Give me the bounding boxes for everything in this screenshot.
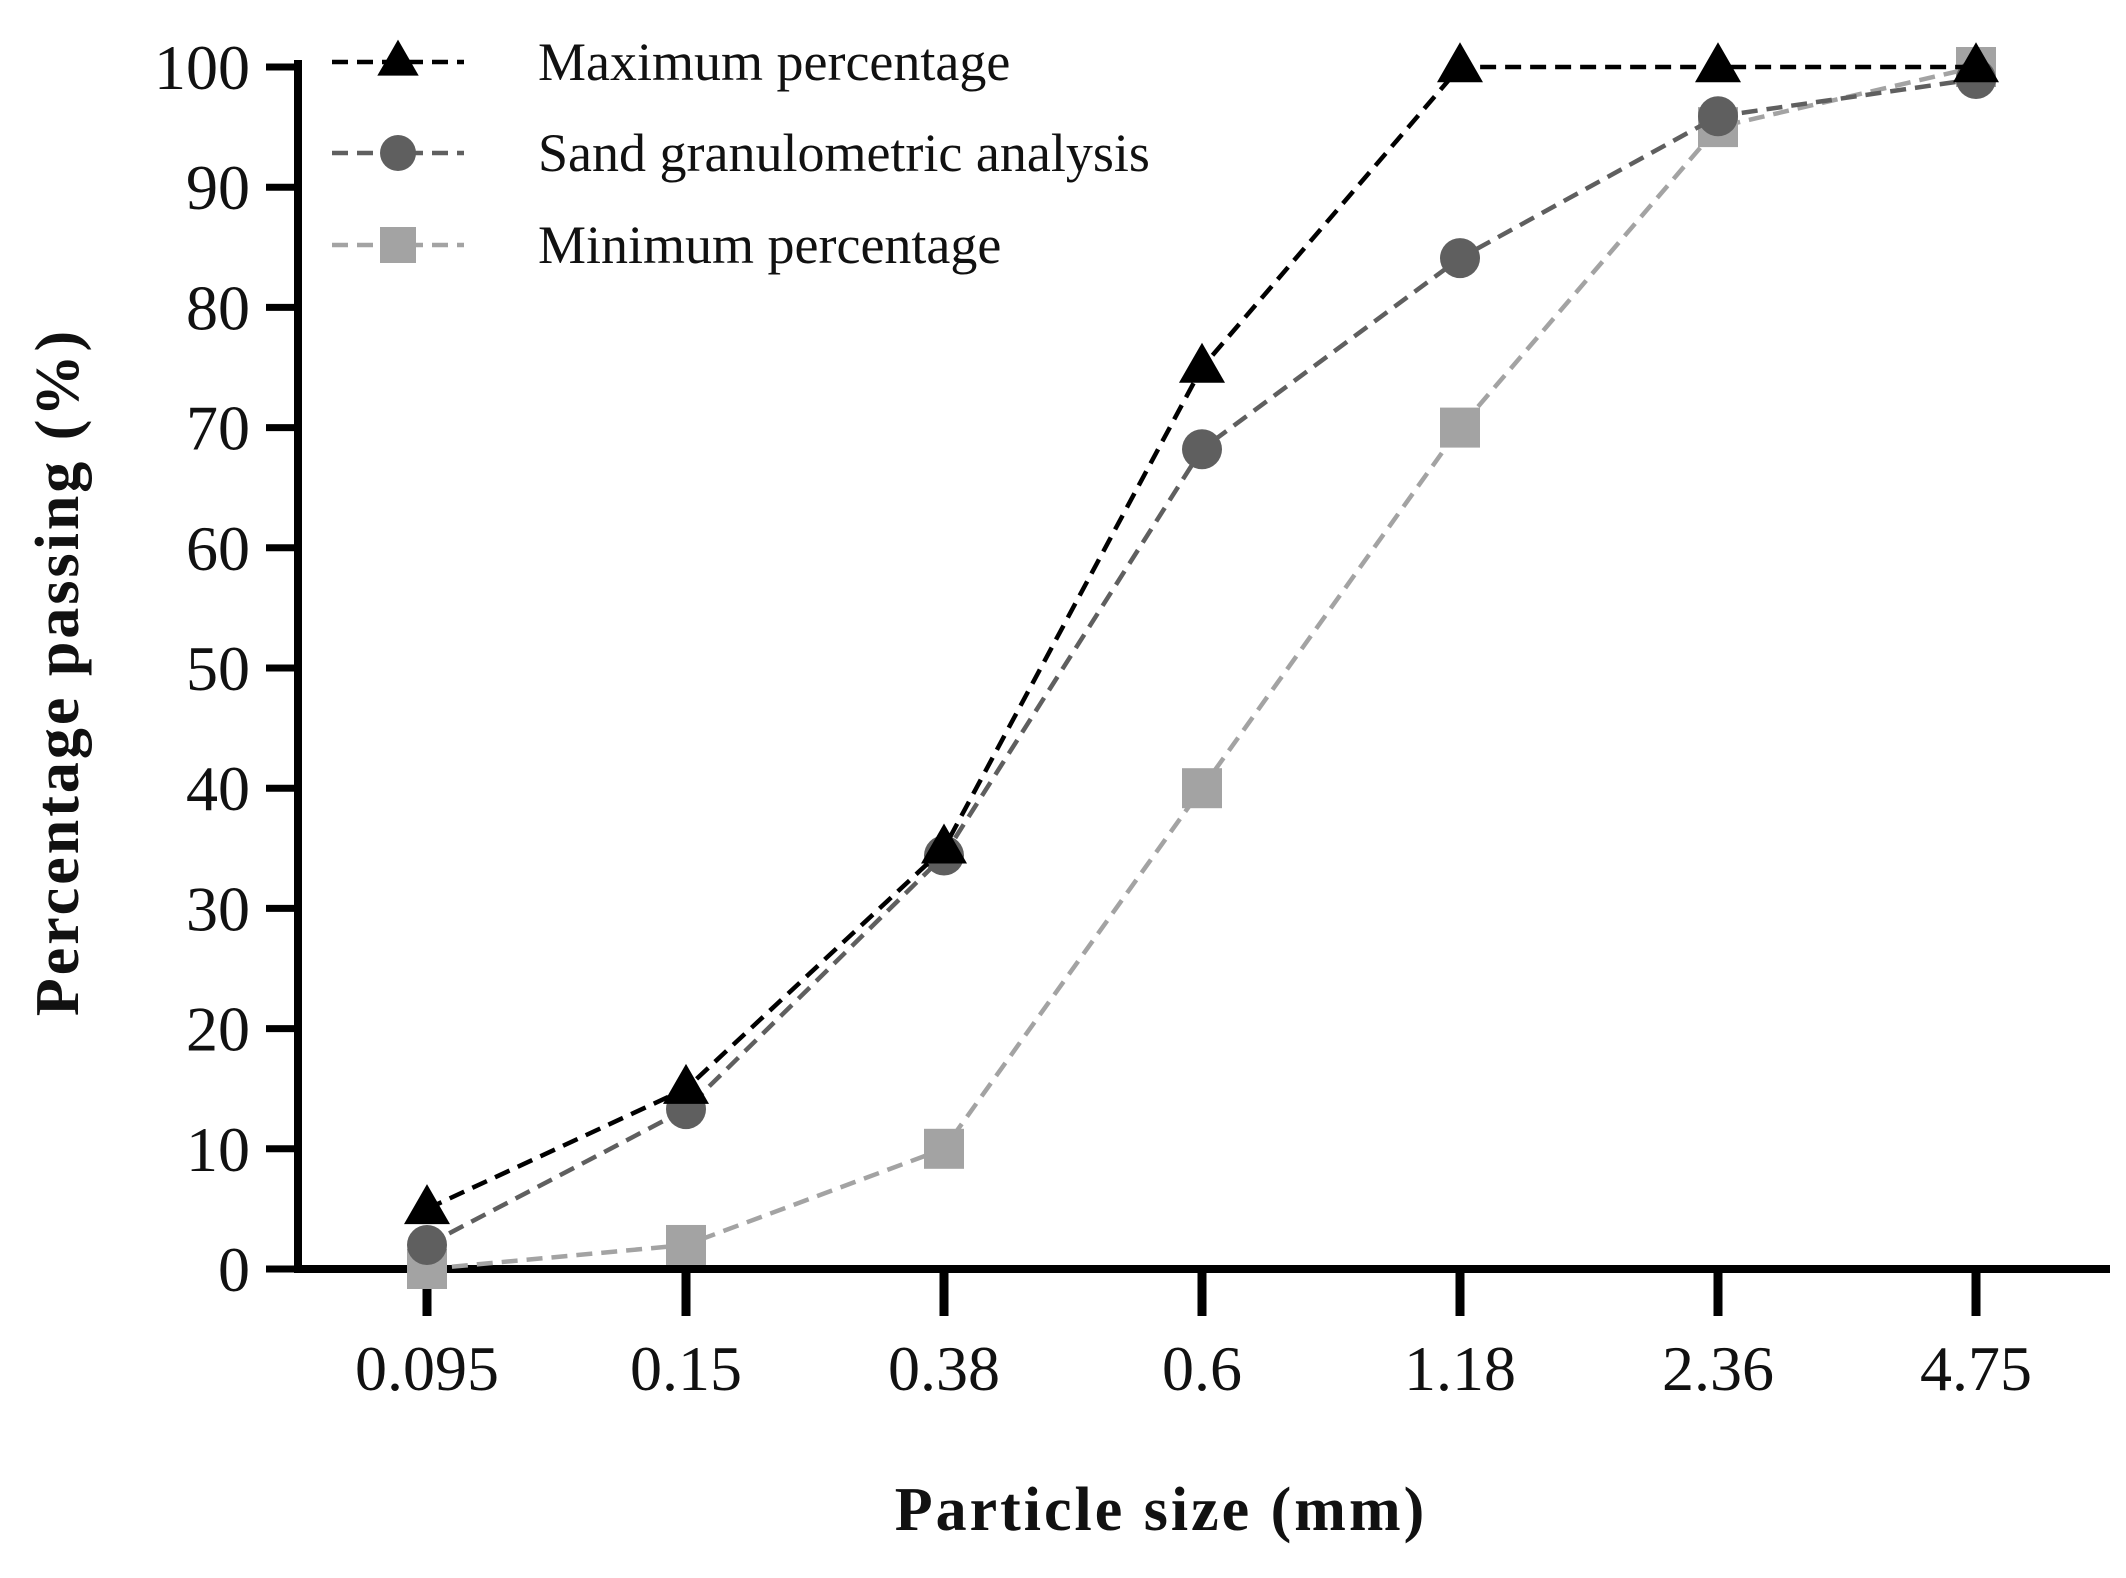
x-tick-label: 4.75 xyxy=(1920,1333,2032,1404)
legend-marker xyxy=(377,39,419,76)
x-tick-label: 0.38 xyxy=(888,1333,1000,1404)
x-tick-label: 1.18 xyxy=(1404,1333,1516,1404)
x-tick-label: 0.6 xyxy=(1162,1333,1242,1404)
data-point xyxy=(1182,429,1222,470)
legend: Maximum percentage Sand granulometric ana… xyxy=(332,32,1150,275)
legend-item: Minimum percentage xyxy=(332,215,1001,275)
data-point xyxy=(1440,407,1480,448)
y-tick-label: 10 xyxy=(186,1114,250,1185)
y-tick-label: 20 xyxy=(186,994,250,1065)
data-point xyxy=(663,1063,709,1104)
data-point xyxy=(666,1224,706,1265)
data-point xyxy=(407,1224,447,1265)
legend-label: Minimum percentage xyxy=(538,215,1001,275)
legend-item: Sand granulometric analysis xyxy=(332,123,1150,183)
y-tick-label: 40 xyxy=(186,753,250,824)
y-tick-label: 50 xyxy=(186,633,250,704)
series-triangle xyxy=(404,42,1999,1225)
data-point xyxy=(921,823,967,864)
data-point xyxy=(1182,768,1222,809)
data-point xyxy=(1695,42,1741,83)
y-tick-label: 80 xyxy=(186,272,250,343)
ticks: 0 10 20 30 40 50 60 70 80 90 100 0.095 0.15 0.38 0.6 1.… xyxy=(154,32,2032,1404)
data-point xyxy=(404,1184,450,1225)
x-tick-label: 0.15 xyxy=(630,1333,742,1404)
legend-marker xyxy=(380,135,416,171)
x-tick-label: 0.095 xyxy=(355,1333,499,1404)
y-tick-label: 90 xyxy=(186,152,250,223)
y-tick-label: 0 xyxy=(218,1234,250,1305)
data-point xyxy=(924,1128,964,1169)
y-tick-label: 70 xyxy=(186,393,250,464)
data-point xyxy=(1698,96,1738,137)
legend-item: Maximum percentage xyxy=(332,32,1010,92)
y-axis-title: Percentage passing (%) xyxy=(24,328,92,1016)
data-point xyxy=(1440,238,1480,279)
data-point xyxy=(1179,342,1225,383)
y-tick-label: 100 xyxy=(154,32,250,103)
y-tick-label: 60 xyxy=(186,513,250,584)
series xyxy=(404,42,1999,1289)
data-point xyxy=(1437,42,1483,83)
data-point xyxy=(1953,42,1999,83)
x-tick-label: 2.36 xyxy=(1662,1333,1774,1404)
y-tick-label: 30 xyxy=(186,873,250,944)
legend-label: Maximum percentage xyxy=(538,32,1010,92)
x-axis-title: Particle size (mm) xyxy=(895,1476,1428,1544)
legend-marker xyxy=(380,227,416,263)
legend-label: Sand granulometric analysis xyxy=(538,123,1150,183)
